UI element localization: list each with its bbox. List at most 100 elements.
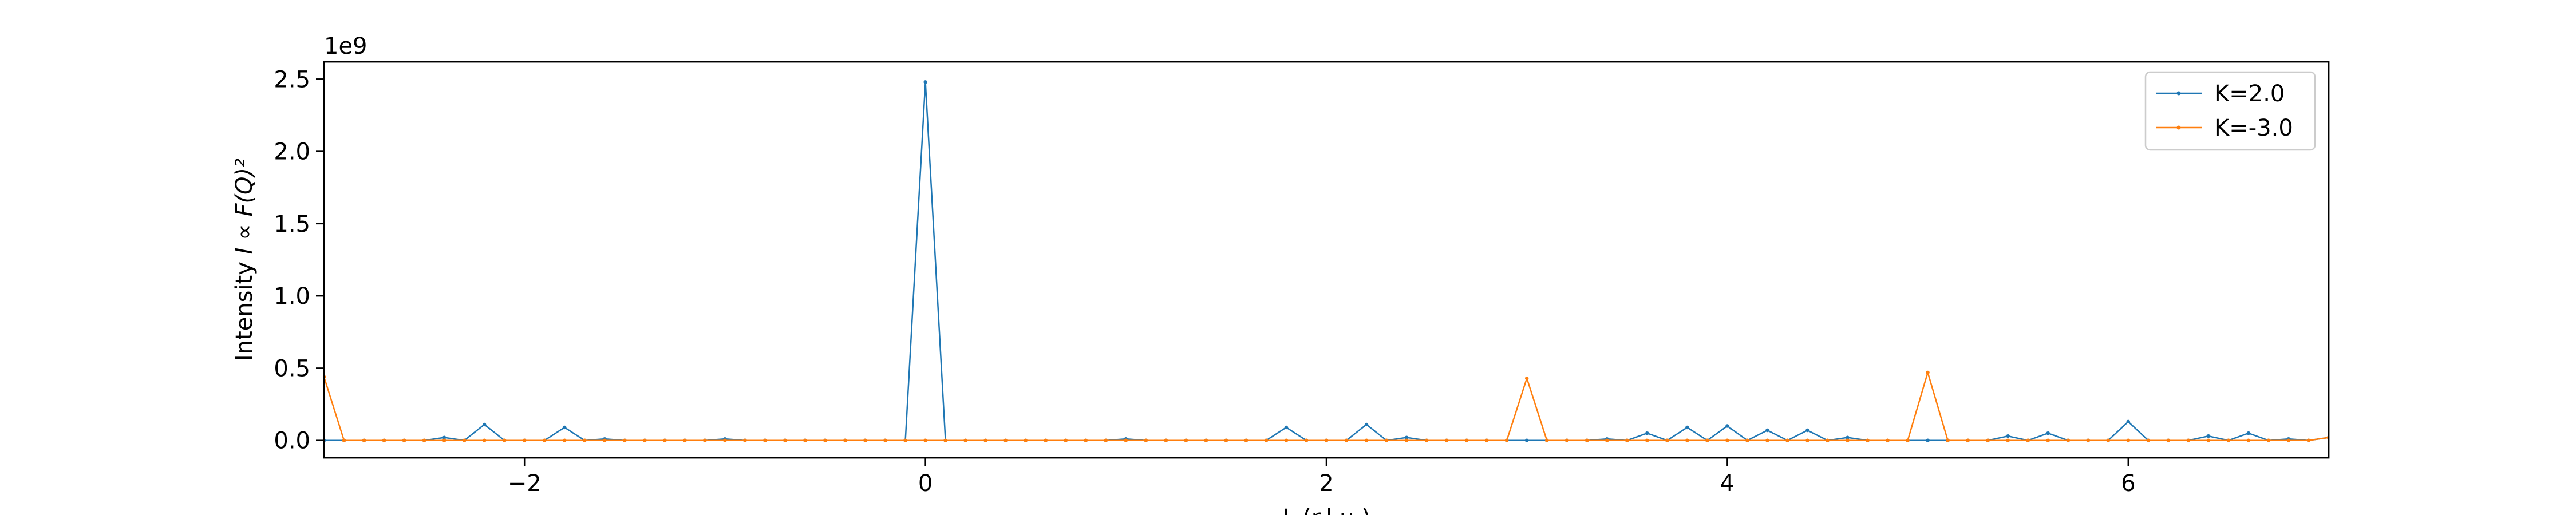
data-point <box>983 438 987 442</box>
data-point <box>2066 438 2070 442</box>
data-point <box>1284 425 1289 430</box>
legend-entry-k-3: K=-3.0 <box>2156 115 2293 141</box>
data-point <box>1685 425 1689 430</box>
y-axis-label-prefix: Intensity <box>231 254 258 361</box>
data-point <box>563 425 567 430</box>
data-point <box>1946 438 1950 442</box>
data-point <box>1404 438 1409 442</box>
data-point <box>923 80 927 84</box>
data-point <box>1725 424 1729 428</box>
data-point <box>1665 438 1669 442</box>
data-point <box>523 438 527 442</box>
data-point <box>1144 438 1148 442</box>
data-point <box>1304 438 1309 442</box>
data-point <box>462 438 467 442</box>
data-point <box>1866 438 1870 442</box>
y-axis: 0.0 0.5 1.0 1.5 2.0 2.5 <box>274 66 324 454</box>
data-point <box>1444 438 1449 442</box>
data-point <box>1104 438 1108 442</box>
data-point <box>663 438 667 442</box>
data-point <box>2126 419 2130 424</box>
legend-entry-k2: K=2.0 <box>2156 81 2285 107</box>
data-point <box>1986 438 1990 442</box>
y-tick-label: 1.5 <box>274 211 310 237</box>
data-point <box>482 422 487 427</box>
x-tick-label: 4 <box>1720 470 1735 497</box>
data-point <box>643 438 647 442</box>
data-point <box>1585 438 1589 442</box>
data-point <box>1625 438 1629 442</box>
data-point <box>563 438 567 442</box>
data-point <box>1384 438 1389 442</box>
y-tick-label: 0.5 <box>274 355 310 382</box>
data-point <box>1264 438 1269 442</box>
data-point <box>1565 438 1569 442</box>
data-point <box>2246 431 2251 435</box>
data-point <box>422 438 426 442</box>
data-point <box>1464 438 1469 442</box>
data-point <box>1926 370 1930 375</box>
data-point <box>1124 438 1128 442</box>
data-point <box>2146 438 2151 442</box>
data-point <box>1003 438 1008 442</box>
data-point <box>2186 438 2191 442</box>
data-point <box>1064 438 1068 442</box>
data-point <box>382 438 386 442</box>
data-point <box>1685 438 1689 442</box>
x-axis: −2 0 2 4 6 <box>508 458 2136 497</box>
x-tick-label: 2 <box>1319 470 1333 497</box>
data-point <box>1645 438 1649 442</box>
legend-box <box>2144 71 2316 151</box>
y-tick-label: 0.0 <box>274 428 310 454</box>
data-point <box>2086 438 2090 442</box>
data-point <box>1484 438 1489 442</box>
svg-text:Intensity I ∝ F(Q)²: Intensity I ∝ F(Q)² <box>231 159 258 361</box>
plot-area <box>324 80 2329 442</box>
data-point <box>943 438 947 442</box>
data-point <box>1886 438 1890 442</box>
x-tick-label: −2 <box>508 470 542 497</box>
data-point <box>823 438 827 442</box>
data-point <box>1224 438 1228 442</box>
data-point <box>1204 438 1208 442</box>
y-axis-label-formula: I ∝ F(Q)² <box>231 159 258 255</box>
data-point <box>1504 438 1509 442</box>
data-point <box>2006 434 2010 438</box>
data-point <box>2166 438 2171 442</box>
x-tick-label: 0 <box>918 470 933 497</box>
data-point <box>1785 438 1789 442</box>
data-point <box>1525 376 1529 381</box>
data-point <box>1725 438 1729 442</box>
data-point <box>1344 438 1349 442</box>
data-point <box>583 438 587 442</box>
data-point <box>402 438 406 442</box>
data-point <box>442 438 447 442</box>
data-point <box>1846 438 1850 442</box>
data-point <box>623 438 627 442</box>
x-axis-label: L (r.l.u.) <box>1282 505 1370 515</box>
legend-label-k2: K=2.0 <box>2214 81 2285 107</box>
data-point <box>1244 438 1249 442</box>
data-point <box>803 438 807 442</box>
series-layer <box>324 80 2329 442</box>
data-point <box>1184 438 1188 442</box>
data-point <box>2206 438 2211 442</box>
data-point <box>903 438 907 442</box>
data-point <box>2286 438 2291 442</box>
data-point <box>1826 438 1830 442</box>
data-point <box>342 438 346 442</box>
data-point <box>2306 438 2311 442</box>
data-point <box>543 438 547 442</box>
data-point <box>1364 422 1369 427</box>
data-point <box>1404 435 1409 439</box>
data-point <box>1906 438 1910 442</box>
data-point <box>603 438 607 442</box>
data-point <box>482 438 487 442</box>
data-point <box>1084 438 1088 442</box>
data-point <box>1765 428 1769 433</box>
data-point <box>1805 428 1809 433</box>
data-point <box>963 438 967 442</box>
x-tick-label: 6 <box>2121 470 2135 497</box>
data-point <box>683 438 687 442</box>
